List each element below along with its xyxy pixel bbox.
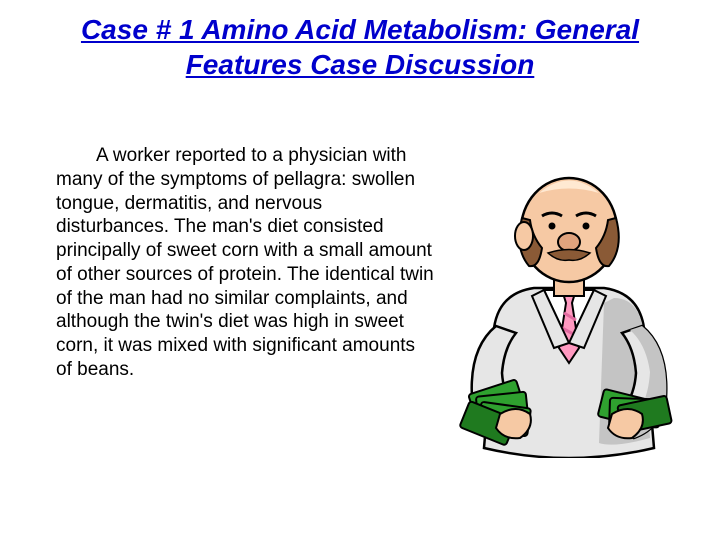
body-paragraph: A worker reported to a physician with ma… (56, 144, 436, 382)
man-with-money-illustration (444, 148, 694, 458)
body-paragraph-text: A worker reported to a physician with ma… (56, 145, 434, 380)
slide-title: Case # 1 Amino Acid Metabolism: General … (0, 0, 720, 82)
